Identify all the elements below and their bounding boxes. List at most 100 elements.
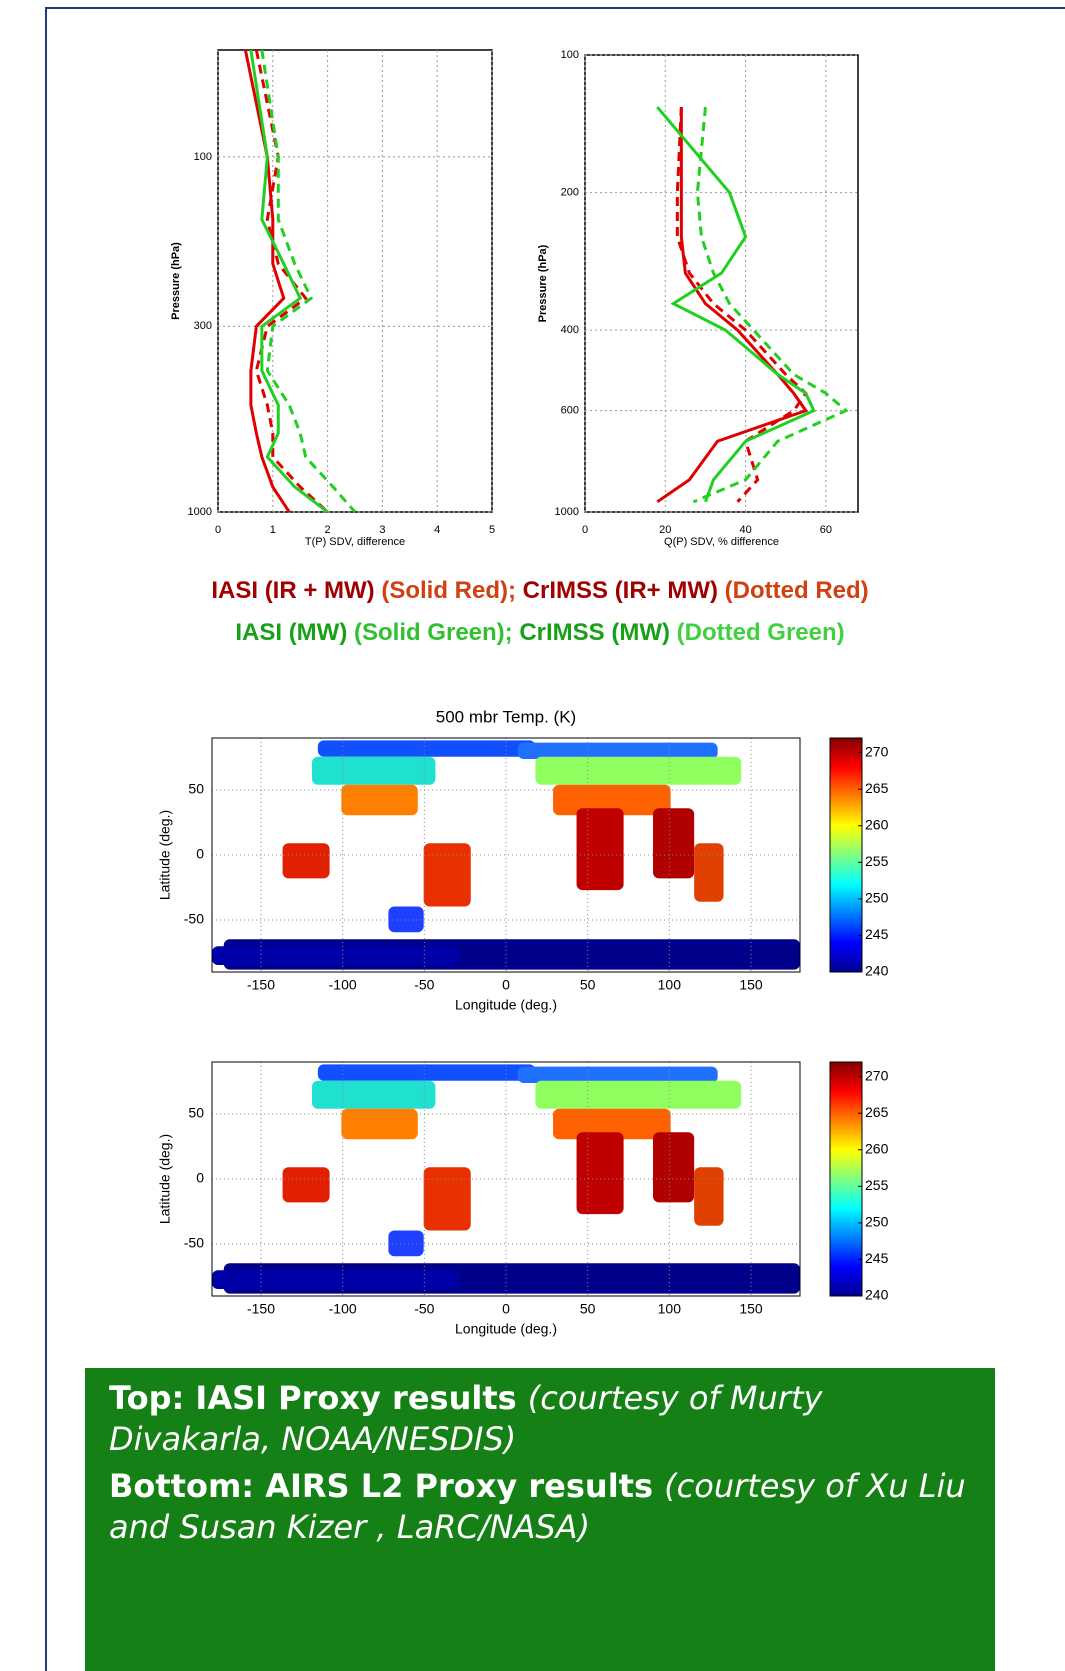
profile-line [656, 107, 809, 504]
x-tick-label: 1 [270, 524, 276, 536]
y-tick-label: 50 [188, 1105, 204, 1121]
map-swath [341, 1108, 418, 1140]
x-tick-label: -100 [329, 1301, 357, 1317]
y-tick-label: -50 [184, 1235, 204, 1251]
colorbar-tick-label: 265 [865, 1104, 889, 1120]
frame [45, 7, 1065, 1671]
x-tick-label: 100 [658, 977, 682, 993]
footer-line: Bottom: AIRS L2 Proxy results (courtesy … [109, 1466, 971, 1548]
caption-segment: CrIMSS (MW) [519, 619, 676, 646]
x-tick-label: 150 [739, 1301, 763, 1317]
map-swath [317, 1064, 536, 1081]
x-tick-label: -50 [414, 977, 434, 993]
footer-line: Top: IASI Proxy results (courtesy of Mur… [109, 1378, 971, 1460]
map-swath [282, 843, 330, 879]
map-swath [212, 1270, 459, 1289]
x-axis-label: Longitude (deg.) [455, 997, 557, 1013]
map-swath [517, 1066, 718, 1084]
colorbar-tick-label: 270 [865, 1067, 889, 1083]
colorbar-tick-label: 250 [865, 890, 889, 906]
x-tick-label: 5 [489, 524, 495, 536]
y-tick-label: 400 [561, 324, 579, 336]
colorbar-tick-label: 265 [865, 780, 889, 796]
plot-area [211, 1061, 801, 1297]
y-tick-label: 300 [194, 320, 212, 332]
footer-text: Top: IASI Proxy results [109, 1379, 528, 1417]
caption-segment: IASI (MW) [235, 619, 354, 646]
colorbar [829, 1061, 863, 1297]
map-swath [653, 1132, 695, 1203]
y-axis-label: Latitude (deg.) [157, 1134, 173, 1224]
x-tick-label: 40 [739, 524, 751, 536]
caption-segment: (Dotted Red) [725, 577, 869, 604]
y-tick-label: -50 [184, 911, 204, 927]
map-swath [694, 1167, 724, 1226]
y-axis-label: Pressure (hPa) [170, 242, 182, 320]
x-tick-label: 150 [739, 977, 763, 993]
map-swath [317, 740, 536, 757]
map-swath [341, 784, 418, 816]
y-tick-label: 600 [561, 405, 579, 417]
profile-line [243, 49, 291, 513]
y-tick-label: 100 [561, 49, 579, 61]
footer-box: Top: IASI Proxy results (courtesy of Mur… [85, 1368, 995, 1671]
y-tick-label: 200 [561, 186, 579, 198]
caption-segment: CrIMSS (IR+ MW) [523, 577, 725, 604]
map-swath [423, 1167, 471, 1231]
profile-line [249, 49, 329, 514]
y-tick-label: 0 [196, 1170, 204, 1186]
map-swath [553, 784, 671, 816]
colorbar-tick-label: 250 [865, 1214, 889, 1230]
map-swath [282, 1167, 330, 1203]
map-swath [653, 808, 695, 879]
y-tick-label: 50 [188, 781, 204, 797]
plot-area [211, 737, 801, 973]
colorbar-tick-label: 255 [865, 853, 889, 869]
x-tick-label: 0 [502, 977, 510, 993]
caption-segment: IASI (IR + MW) [211, 577, 381, 604]
x-tick-label: -100 [329, 977, 357, 993]
profile-line [675, 107, 808, 503]
x-tick-label: 50 [580, 1301, 596, 1317]
map-swath [311, 756, 436, 785]
x-tick-label: 50 [580, 977, 596, 993]
colorbar [829, 737, 863, 973]
map-swath [553, 1108, 671, 1140]
map-swath [212, 946, 459, 965]
x-axis-label: Q(P) SDV, % difference [664, 536, 779, 548]
y-tick-label: 100 [194, 151, 212, 163]
x-tick-label: 60 [820, 524, 832, 536]
footer-text: Bottom: AIRS L2 Proxy results [109, 1467, 665, 1505]
map-swath [694, 843, 724, 902]
caption-line: IASI (MW) (Solid Green); CrIMSS (MW) (Do… [235, 619, 844, 646]
chart-title: 500 mbr Temp. (K) [436, 707, 576, 726]
map-swath [311, 1080, 436, 1109]
colorbar-tick-label: 255 [865, 1177, 889, 1193]
map-swath [535, 1080, 742, 1109]
caption-segment: (Solid Red); [381, 577, 522, 604]
x-tick-label: 2 [325, 524, 331, 536]
profile-line [260, 49, 357, 513]
map-swath [388, 906, 424, 933]
x-axis-label: Longitude (deg.) [455, 1321, 557, 1337]
colorbar-tick-label: 240 [865, 1287, 889, 1303]
x-tick-label: -150 [247, 977, 275, 993]
caption-segment: (Solid Green); [354, 619, 519, 646]
x-tick-label: 3 [379, 524, 385, 536]
colorbar-tick-label: 260 [865, 1140, 889, 1156]
x-tick-label: -150 [247, 1301, 275, 1317]
x-tick-label: 4 [434, 524, 440, 536]
footer-text: (courtesy of Xu Liu and Susan Kizer , La… [109, 1467, 966, 1546]
caption-segment: (Dotted Green) [677, 619, 845, 646]
x-tick-label: 0 [502, 1301, 510, 1317]
x-tick-label: -50 [414, 1301, 434, 1317]
caption-line: IASI (IR + MW) (Solid Red); CrIMSS (IR+ … [211, 577, 868, 604]
y-axis-label: Pressure (hPa) [537, 244, 549, 322]
x-axis-label: T(P) SDV, difference [305, 536, 405, 548]
map-swath [576, 1132, 624, 1215]
y-tick-label: 1000 [555, 506, 579, 518]
x-tick-label: 20 [659, 524, 671, 536]
colorbar-tick-label: 270 [865, 743, 889, 759]
